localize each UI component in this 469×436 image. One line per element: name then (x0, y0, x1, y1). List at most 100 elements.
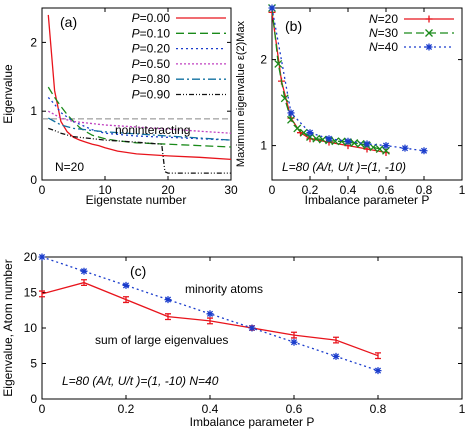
error-bar (123, 296, 129, 304)
error-bar (291, 331, 297, 339)
data-point (80, 267, 88, 275)
data-point (337, 137, 346, 146)
panel-c-params-annotation: L=80 (A/t, U/t )=(1, -10) N=40 (62, 374, 219, 388)
x-tick-label: 0 (39, 402, 46, 416)
x-tick-label: 20 (161, 183, 175, 197)
panel-a-label: (a) (60, 14, 77, 30)
data-point (299, 128, 308, 137)
error-bar (39, 290, 45, 298)
legend-marker (425, 29, 433, 37)
error-bar (207, 317, 213, 325)
x-tick-label: 1 (459, 183, 466, 197)
y-tick-label: 2 (30, 35, 37, 49)
data-point (122, 281, 130, 289)
data-point (312, 134, 321, 143)
y-tick-label: 5 (30, 357, 37, 371)
panel-a: 0 10 20 30 0 1 2 (a) noninteracting N=20 P=0.0… (1, 7, 238, 207)
data-point (306, 129, 314, 137)
data-point (287, 115, 295, 124)
panel-c-label: (c) (130, 263, 146, 279)
data-point (38, 253, 46, 261)
data-point (248, 324, 256, 332)
x-tick-label: 1 (459, 402, 466, 416)
x-tick-label: 0.2 (302, 183, 319, 197)
panel-b-xlabel: Imbalance parameter P (305, 193, 430, 207)
y-tick-label: 10 (24, 321, 38, 335)
panel-c-sum-label: sum of large eigenvalues (95, 333, 228, 347)
x-tick-label: 0 (39, 183, 46, 197)
data-point (331, 137, 340, 146)
data-point (350, 139, 359, 147)
y-tick-label: 15 (24, 286, 38, 300)
data-point (363, 140, 371, 148)
legend-label: N=20 (369, 12, 398, 26)
x-tick-label: 0.8 (370, 402, 387, 416)
panel-a-reference-label: noninteracting (115, 123, 190, 137)
y-tick-label: 1 (30, 104, 37, 118)
series-line (42, 257, 379, 372)
data-point (274, 59, 283, 68)
error-bar (375, 352, 381, 360)
legend-label: P=0.80 (132, 72, 171, 86)
panel-b-ylabel: Maximum eigenvalue ε(2)Max (235, 20, 247, 167)
legend-label: P=0.10 (132, 26, 171, 40)
data-point (318, 135, 327, 144)
x-tick-label: 0.8 (416, 183, 433, 197)
panel-a-ticks: 0 10 20 30 0 1 2 (30, 8, 238, 197)
x-tick-label: 10 (98, 183, 112, 197)
legend-label: N=40 (369, 40, 398, 54)
data-point (290, 338, 298, 346)
x-tick-label: 0.6 (286, 402, 303, 416)
x-tick-label: 0.4 (202, 402, 219, 416)
panel-b: 0 0.2 0.4 0.6 0.8 1 1 2 (b) N=20N=30N=40 L=80 (… (235, 4, 466, 207)
panel-a-xlabel: Eigenstate number (86, 193, 187, 207)
series-line (47, 86, 231, 148)
panel-a-n-annotation: N=20 (55, 160, 84, 174)
legend-label: P=0.50 (132, 57, 171, 71)
y-tick-label: 20 (24, 250, 38, 264)
panel-b-series (268, 4, 428, 156)
legend-marker (425, 43, 433, 51)
panel-a-legend: P=0.00P=0.10 P=0.20P=0.50P=0.80 P=0.90 (132, 11, 226, 102)
panel-c-ylabel: Eigenvalue, Atom number (1, 259, 15, 396)
data-point (287, 109, 295, 117)
data-point (356, 139, 365, 148)
error-bar (81, 279, 87, 287)
panel-b-frame (271, 7, 463, 181)
panel-a-ylabel: Eigenvalue (1, 64, 15, 124)
data-point (268, 4, 276, 12)
data-point (332, 352, 340, 360)
data-point (401, 144, 409, 152)
legend-label: P=0.20 (132, 42, 171, 56)
series-line (47, 117, 231, 141)
panel-c-xlabel: Imbalance parameter P (190, 415, 315, 429)
x-tick-label: 0.4 (340, 183, 357, 197)
panel-a-frame (41, 7, 232, 181)
data-point (420, 147, 428, 155)
y-tick-label: 0 (30, 173, 37, 187)
data-point (374, 367, 382, 375)
legend-marker (425, 15, 433, 23)
data-point (325, 135, 333, 143)
legend-label: P=0.90 (132, 88, 171, 102)
error-bar (333, 336, 339, 344)
panel-c-series (38, 253, 382, 375)
x-tick-label: 0.6 (378, 183, 395, 197)
data-point (375, 145, 384, 153)
panel-b-legend: N=20N=30N=40 (369, 12, 454, 54)
panel-c-minority-label: minority atoms (185, 282, 263, 296)
panel-b-annotation: L=80 (A/t, U/t )=(1, -10) (282, 160, 406, 174)
legend-label: N=30 (369, 26, 398, 40)
data-point (382, 142, 390, 150)
data-point (293, 124, 302, 133)
data-point (164, 296, 172, 304)
data-point (344, 137, 352, 145)
x-tick-label: 30 (224, 183, 238, 197)
panel-b-label: (b) (285, 18, 302, 34)
series-line (47, 110, 231, 134)
x-tick-label: 0 (269, 183, 276, 197)
error-bar (165, 313, 171, 321)
